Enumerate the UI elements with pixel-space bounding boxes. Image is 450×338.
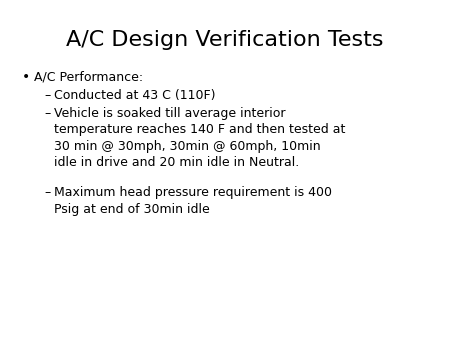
Text: –: –	[44, 186, 50, 199]
Text: –: –	[44, 89, 50, 102]
Text: A/C Performance:: A/C Performance:	[34, 70, 143, 83]
Text: –: –	[44, 107, 50, 120]
Text: Conducted at 43 C (110F): Conducted at 43 C (110F)	[54, 89, 216, 102]
Text: Vehicle is soaked till average interior
temperature reaches 140 F and then teste: Vehicle is soaked till average interior …	[54, 107, 346, 169]
Text: •: •	[22, 70, 30, 84]
Text: A/C Design Verification Tests: A/C Design Verification Tests	[66, 30, 384, 50]
Text: Maximum head pressure requirement is 400
Psig at end of 30min idle: Maximum head pressure requirement is 400…	[54, 186, 332, 216]
